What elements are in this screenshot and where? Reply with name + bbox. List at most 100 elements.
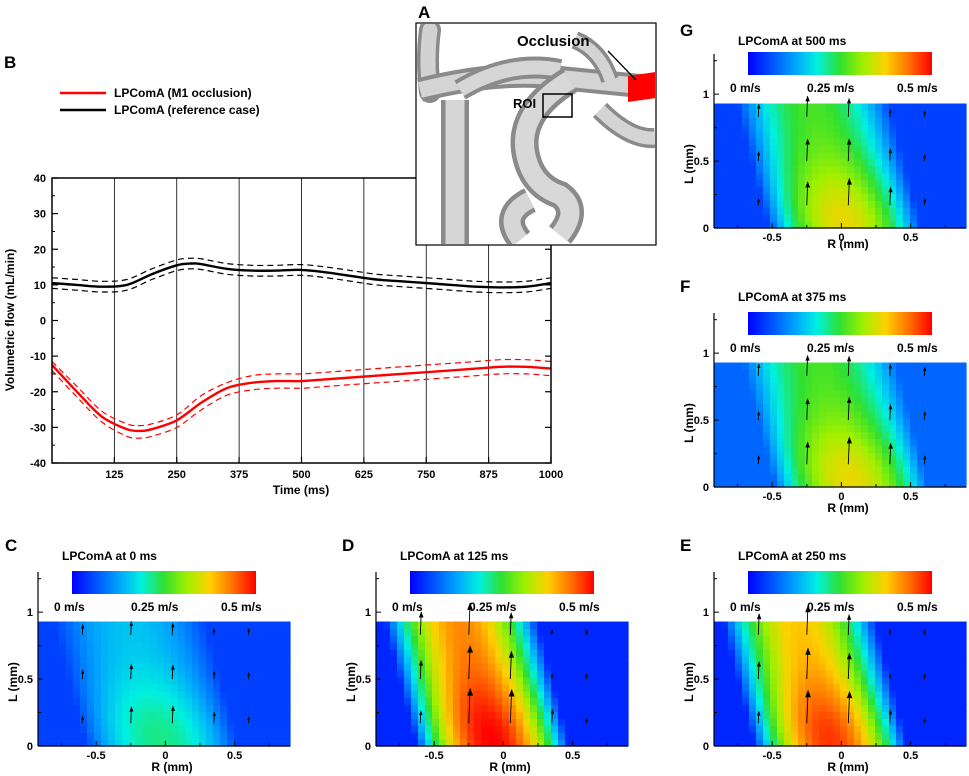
field-cell [714, 732, 722, 740]
x-tick-label: 0.5 [903, 491, 918, 503]
field-cell [812, 635, 820, 643]
field-cell [728, 207, 736, 215]
field-cell [833, 480, 841, 488]
field-cell [805, 725, 813, 733]
field-cell [136, 732, 144, 740]
field-cell [770, 179, 778, 188]
field-cell [397, 676, 405, 685]
field-cell [593, 704, 601, 713]
field-cell [59, 621, 67, 630]
velocity-arrow [757, 198, 760, 206]
field-cell [910, 369, 918, 377]
field-cell [481, 628, 489, 636]
field-cell [840, 628, 848, 636]
field-cell [770, 103, 778, 112]
field-cell [854, 131, 862, 139]
field-cell [749, 193, 757, 201]
field-cell [854, 690, 862, 699]
field-cell [94, 649, 102, 657]
field-cell [903, 417, 911, 426]
field-cell [530, 663, 538, 671]
field-cell [749, 704, 757, 713]
field-cell [735, 642, 743, 650]
field-cell [614, 635, 622, 643]
field-cell [763, 711, 771, 719]
field-cell [206, 718, 214, 726]
field-cell [952, 110, 960, 118]
field-cell [770, 697, 778, 706]
field-cell [59, 683, 67, 692]
field-cell [721, 124, 729, 132]
field-cell [714, 621, 722, 630]
field-cell [903, 186, 911, 195]
field-cell [38, 725, 46, 733]
field-cell [861, 138, 869, 146]
field-cell [185, 676, 193, 685]
field-cell [467, 711, 475, 719]
field-cell [122, 669, 130, 678]
field-cell [763, 642, 771, 650]
field-cell [917, 362, 925, 371]
field-cell [959, 452, 967, 460]
field-cell [721, 207, 729, 215]
field-cell [425, 718, 433, 726]
field-cell [903, 466, 911, 474]
field-cell [791, 656, 799, 664]
field-cell [917, 424, 925, 433]
field-cell [924, 452, 932, 460]
field-cell [903, 165, 911, 174]
field-cell [812, 621, 820, 630]
field-cell [255, 718, 263, 726]
field-cell [418, 663, 426, 671]
field-cell [735, 397, 743, 405]
field-cell [66, 663, 74, 671]
field-cell [952, 383, 960, 391]
field-cell [805, 186, 813, 195]
field-cell [474, 663, 482, 671]
field-cell [777, 131, 785, 139]
field-cell [826, 214, 834, 222]
field-cell [171, 683, 179, 692]
field-cell [882, 172, 890, 181]
field-cell [45, 642, 53, 650]
field-cell [896, 362, 904, 371]
field-cell [812, 452, 820, 460]
field-cell [749, 452, 757, 460]
colorbar [410, 571, 594, 594]
field-cell [777, 362, 785, 371]
field-cell [889, 362, 897, 371]
field-cell [805, 431, 813, 440]
field-cell [833, 165, 841, 174]
field-cell [770, 438, 778, 447]
field-cell [728, 480, 736, 488]
field-cell [847, 193, 855, 201]
field-cell [495, 732, 503, 740]
field-cell [390, 669, 398, 678]
field-cell [530, 718, 538, 726]
field-cell [220, 669, 228, 678]
field-cell [945, 376, 953, 384]
field-cell [728, 663, 736, 671]
field-cell [791, 397, 799, 405]
field-cell [735, 221, 743, 229]
field-cell [129, 642, 137, 650]
field-cell [861, 704, 869, 713]
field-cell [38, 669, 46, 678]
field-cell [276, 711, 284, 719]
field-cell [938, 376, 946, 384]
field-cell [910, 642, 918, 650]
field-cell [467, 628, 475, 636]
velocity-arrow [550, 629, 554, 635]
field-cell [938, 711, 946, 719]
field-cell [903, 369, 911, 377]
heatmap-title: LPComA at 250 ms [738, 549, 847, 563]
field-cell [833, 459, 841, 467]
field-cell [896, 221, 904, 229]
field-cell [52, 697, 60, 706]
field-cell [600, 697, 608, 706]
colorbar-label-mid: 0.25 m/s [131, 600, 179, 614]
field-cell [728, 739, 736, 747]
field-cell [262, 690, 270, 699]
field-cell [115, 718, 123, 726]
field-cell [404, 690, 412, 699]
